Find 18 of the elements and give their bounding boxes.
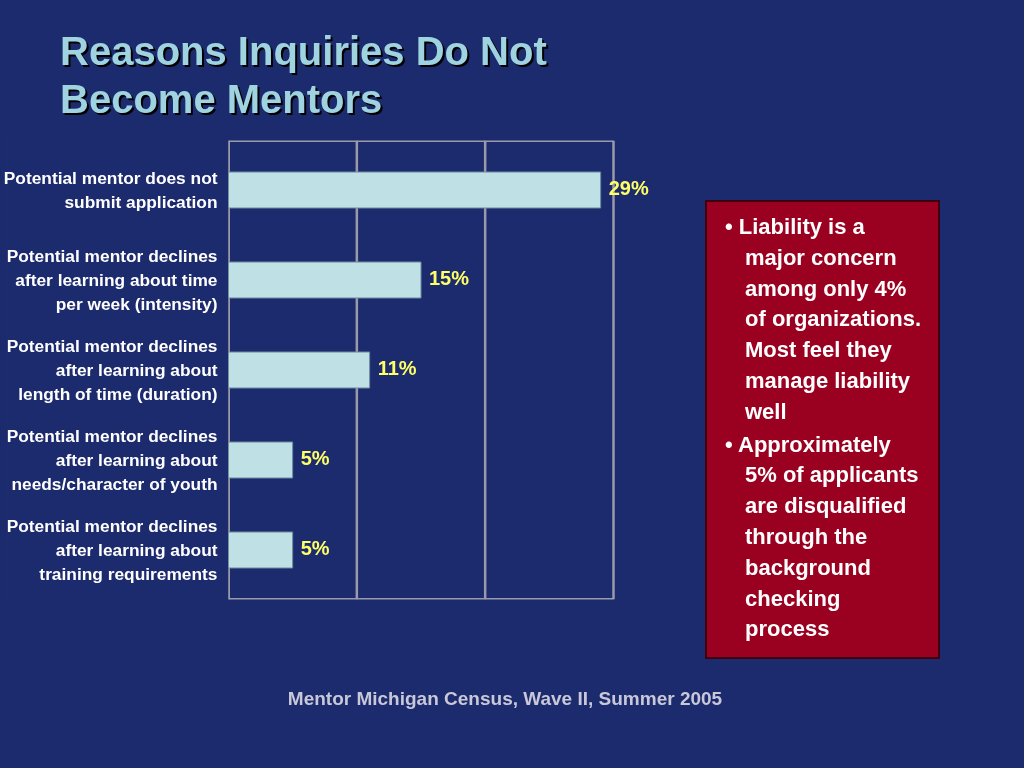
bar [228, 261, 422, 299]
data-label: 5% [300, 537, 330, 559]
y-tick-label: Potential mentor does not submit application [3, 168, 218, 212]
bar [228, 351, 371, 389]
y-tick-label: Potential mentor declines after learning about training requirements [6, 516, 218, 584]
y-tick-label: Potential mentor declines after learning about needs/character of youth [6, 426, 218, 494]
text: Mentor Michigan Census, Wave II, Summer 2005 [286, 687, 724, 711]
data-label: 11% [377, 357, 417, 379]
chart-title: Reasons Inquiries Do Not Become Mentors [60, 28, 548, 123]
bar [228, 531, 294, 569]
y-tick-label: Potential mentor declines after learning about length of time (duration) [6, 336, 218, 404]
text: • Approximately 5% of applicants are disqualified through the background checking process [725, 430, 920, 644]
bar [228, 171, 602, 209]
data-label: 5% [300, 447, 330, 469]
data-label: 15% [429, 267, 470, 289]
text: • Liability is a major concern among only 4% of organizations. Most feel they manage liability well [725, 213, 922, 426]
y-tick-label: Potential mentor declines after learning about time per week (intensity) [6, 246, 218, 314]
bar [228, 441, 294, 479]
